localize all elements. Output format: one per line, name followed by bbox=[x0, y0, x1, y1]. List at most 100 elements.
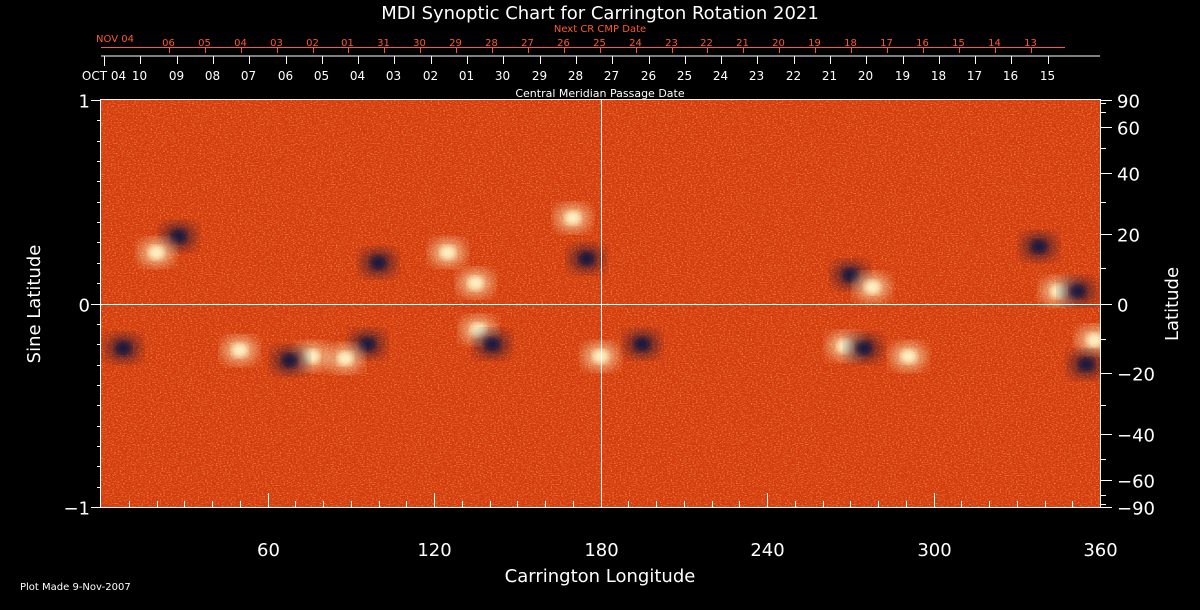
top-axis-day-label: 29 bbox=[532, 69, 547, 83]
active-region-core-negative bbox=[281, 353, 298, 368]
next-axis-day-label: 01 bbox=[341, 38, 354, 49]
active-region-core-positive bbox=[148, 245, 165, 260]
next-axis-day-label: 18 bbox=[844, 38, 857, 49]
y-tick-label-left: −1 bbox=[63, 499, 90, 520]
active-region-core-positive bbox=[592, 349, 609, 364]
top-axis-day-label: 26 bbox=[641, 69, 656, 83]
top-axis-day-label: 21 bbox=[822, 69, 837, 83]
active-region-core-positive bbox=[564, 211, 581, 226]
active-region-core-positive bbox=[231, 343, 248, 358]
active-region-core-negative bbox=[170, 229, 187, 244]
plot-made-label: Plot Made 9-Nov-2007 bbox=[20, 582, 131, 593]
top-axis-day-label: 10 bbox=[132, 69, 147, 83]
top-axis-day-label: 22 bbox=[786, 69, 801, 83]
active-region-core-negative bbox=[634, 337, 651, 352]
y-tick-label-left: 1 bbox=[79, 92, 90, 113]
next-axis-day-label: 23 bbox=[665, 38, 678, 49]
top-axis-day-label: 07 bbox=[241, 69, 256, 83]
x-tick-label: 120 bbox=[417, 540, 451, 561]
active-region-core-negative bbox=[578, 251, 595, 266]
y-tick-label-right: 60 bbox=[1117, 119, 1140, 140]
y-tick-label-left: 0 bbox=[79, 296, 90, 317]
top-axis-day-label: 20 bbox=[858, 69, 873, 83]
top-axis-day-label: 01 bbox=[459, 69, 474, 83]
top-axis-day-label: 03 bbox=[386, 69, 401, 83]
next-axis-day-label: 16 bbox=[916, 38, 929, 49]
active-region-core-negative bbox=[1069, 284, 1086, 299]
y-tick-label-right: 0 bbox=[1117, 296, 1128, 317]
next-axis-day-label: 28 bbox=[485, 38, 498, 49]
top-axis-day-label: 18 bbox=[931, 69, 946, 83]
field-texture-dark bbox=[101, 100, 1100, 507]
y-tick-label-right: 40 bbox=[1117, 165, 1140, 186]
active-region-core-positive bbox=[1086, 333, 1100, 348]
next-axis-day-label: 20 bbox=[772, 38, 785, 49]
top-axis-day-label: 02 bbox=[423, 69, 438, 83]
top-axis-day-label: 04 bbox=[350, 69, 365, 83]
x-tick-label: 60 bbox=[257, 540, 280, 561]
next-axis-day-label: 30 bbox=[413, 38, 426, 49]
next-axis-day-label: 31 bbox=[377, 38, 390, 49]
next-axis-day-label: 29 bbox=[449, 38, 462, 49]
active-region-core-negative bbox=[856, 341, 873, 356]
next-axis-day-label: 25 bbox=[593, 38, 606, 49]
top-axis-day-label: 09 bbox=[169, 69, 184, 83]
chart-title: MDI Synoptic Chart for Carrington Rotati… bbox=[381, 3, 819, 24]
top-axis-day-label: 17 bbox=[967, 69, 982, 83]
x-tick-label: 360 bbox=[1083, 540, 1117, 561]
next-axis-day-label: 27 bbox=[521, 38, 534, 49]
left-axis: −1 0 1 bbox=[63, 92, 101, 520]
active-region-core-negative bbox=[115, 341, 132, 356]
next-axis-day-label: 15 bbox=[952, 38, 965, 49]
active-region-core-positive bbox=[439, 245, 456, 260]
next-axis-start-label: NOV 04 bbox=[96, 34, 134, 45]
top-axis-day-label: 28 bbox=[568, 69, 583, 83]
y-tick-label-right: −40 bbox=[1117, 426, 1155, 447]
top-axis-day-label: 24 bbox=[713, 69, 728, 83]
top-axis-day-label: 15 bbox=[1040, 69, 1055, 83]
active-region-core-negative bbox=[359, 337, 376, 352]
next-axis-day-label: 06 bbox=[162, 38, 175, 49]
y-tick-label-right: −90 bbox=[1117, 499, 1155, 520]
active-region-core-positive bbox=[900, 349, 917, 364]
y-tick-label-right: −20 bbox=[1117, 365, 1155, 386]
active-region-core-positive bbox=[864, 280, 881, 295]
next-axis-day-label: 21 bbox=[736, 38, 749, 49]
top-axis-day-label: 16 bbox=[1003, 69, 1018, 83]
magnetogram bbox=[101, 100, 1100, 507]
top-axis-day-label: 19 bbox=[895, 69, 910, 83]
top-axis-day-label: 06 bbox=[278, 69, 293, 83]
active-region-core-positive bbox=[303, 349, 320, 364]
next-axis-day-label: 17 bbox=[880, 38, 893, 49]
next-axis-day-label: 02 bbox=[306, 38, 319, 49]
active-region-core-negative bbox=[1078, 357, 1095, 372]
plot-frame bbox=[100, 99, 1101, 508]
y-axis-label-right: Latitude bbox=[1162, 267, 1183, 341]
next-axis-title: Next CR CMP Date bbox=[554, 24, 646, 35]
active-region-core-negative bbox=[370, 255, 387, 270]
next-axis-day-label: 03 bbox=[270, 38, 283, 49]
active-regions bbox=[105, 204, 1100, 379]
x-tick-label: 180 bbox=[584, 540, 618, 561]
next-axis-day-label: 24 bbox=[629, 38, 642, 49]
active-region-core-positive bbox=[337, 351, 354, 366]
next-axis-day-label: 19 bbox=[808, 38, 821, 49]
top-axis-day-label: 05 bbox=[314, 69, 329, 83]
top-axis-start-label: OCT 04 bbox=[82, 69, 126, 83]
top-axis: 10 09 08 07 06 05 04 03 02 01 30 29 28 27 26 25 24 23 22 21… bbox=[104, 56, 1055, 83]
next-axis-day-label: 22 bbox=[700, 38, 713, 49]
next-axis-day-label: 04 bbox=[234, 38, 247, 49]
next-axis-day-label: 05 bbox=[198, 38, 211, 49]
bottom-axis: 60 120 180 240 300 360 bbox=[129, 493, 1118, 561]
top-axis-day-label: 08 bbox=[205, 69, 220, 83]
x-axis-label: Carrington Longitude bbox=[505, 566, 696, 587]
top-axis-day-label: 30 bbox=[495, 69, 510, 83]
top-axis-day-label: 27 bbox=[604, 69, 619, 83]
top-axis-day-label: 25 bbox=[677, 69, 692, 83]
right-axis: 90 60 40 20 0 −20 −40 −60 −90 bbox=[1100, 92, 1155, 520]
x-tick-label: 240 bbox=[750, 540, 784, 561]
active-region-core-negative bbox=[842, 268, 859, 283]
y-tick-label-right: 90 bbox=[1117, 92, 1140, 113]
active-region-core-negative bbox=[484, 337, 501, 352]
